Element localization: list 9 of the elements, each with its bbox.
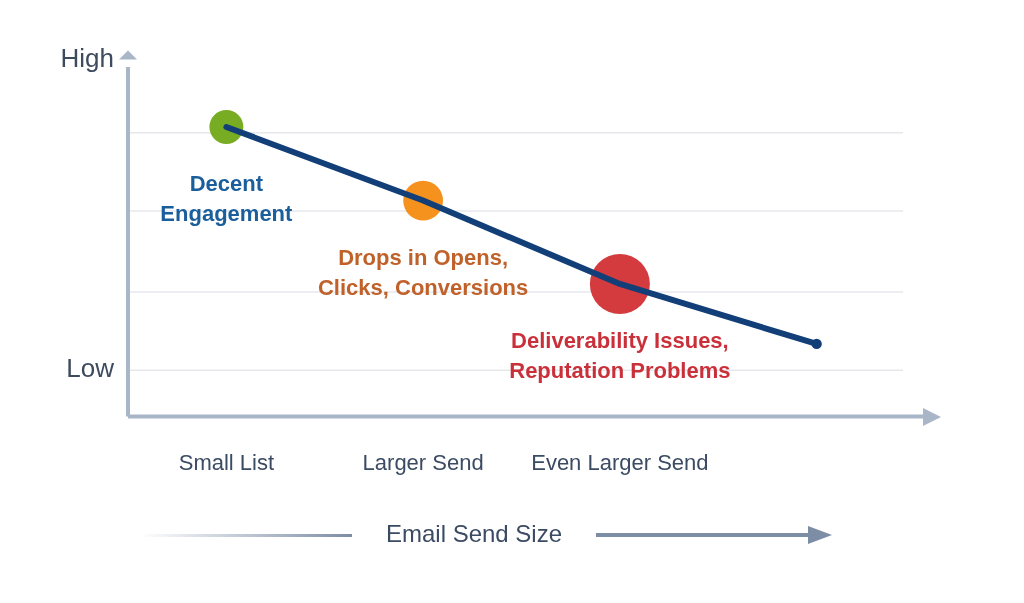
x-axis-title: Email Send Size — [384, 520, 564, 548]
x-tick-label: Small List — [178, 449, 275, 475]
text: High — [60, 43, 114, 74]
annotation: Deliverability Issues, Reputation Problems — [509, 328, 731, 384]
x-tick-label: Even Larger Send — [531, 449, 709, 475]
text: Low — [66, 352, 115, 383]
annotation: Drops in Opens, Clicks, Conversions — [317, 244, 529, 300]
x-tick-label: Larger Send — [362, 449, 484, 475]
annotation: Decent Engagement — [160, 171, 294, 227]
